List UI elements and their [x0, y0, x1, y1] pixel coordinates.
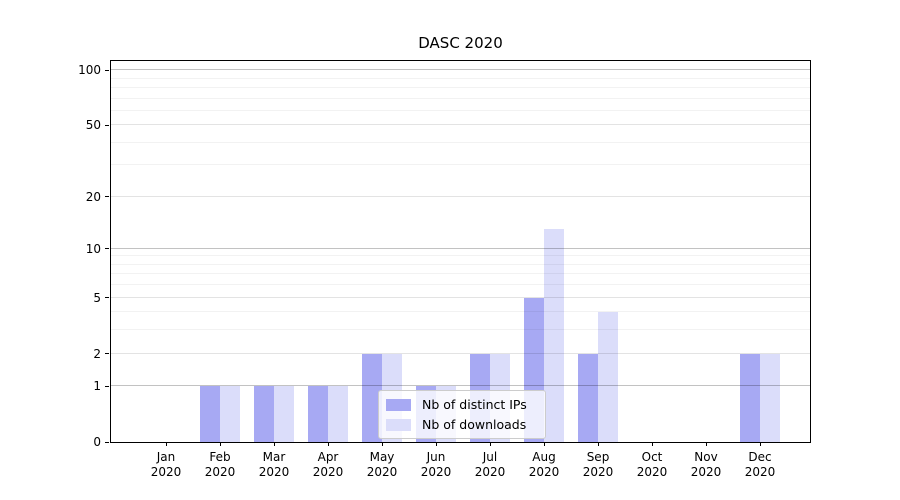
- x-tick-mark-jun: [435, 442, 437, 446]
- bar-distinct-ips-may: [362, 353, 382, 442]
- bar-distinct-ips-mar: [254, 386, 274, 442]
- gridline-90: [111, 77, 810, 79]
- bar-downloads-dec: [760, 353, 780, 442]
- gridline-80: [111, 86, 810, 88]
- gridline-70: [111, 97, 810, 99]
- gridline-5: [111, 296, 810, 298]
- x-tick-label-aug: Aug 2020: [528, 450, 560, 479]
- gridline-50: [111, 124, 810, 126]
- x-tick-label-mar: Mar 2020: [258, 450, 290, 479]
- gridline-30: [111, 164, 810, 166]
- x-tick-mark-sep: [597, 442, 599, 446]
- x-tick-mark-jan: [165, 442, 167, 446]
- y-tick-mark-0: [105, 441, 109, 443]
- y-tick-label-10: 10: [85, 241, 101, 256]
- gridline-4: [111, 311, 810, 313]
- x-tick-label-jan: Jan 2020: [150, 450, 182, 479]
- x-tick-label-sep: Sep 2020: [582, 450, 614, 479]
- x-tick-label-jun: Jun 2020: [420, 450, 452, 479]
- y-tick-mark-5: [105, 297, 109, 299]
- gridline-7: [111, 273, 810, 275]
- gridline-100: [111, 69, 810, 70]
- y-tick-label-2: 2: [93, 346, 101, 361]
- bar-downloads-aug: [544, 229, 564, 442]
- legend-swatch-downloads-icon: [386, 418, 411, 431]
- y-tick-label-50: 50: [85, 118, 101, 133]
- y-tick-label-20: 20: [85, 189, 101, 204]
- y-tick-label-0: 0: [93, 435, 101, 449]
- x-tick-label-oct: Oct 2020: [636, 450, 668, 479]
- y-tick-label-100: 100: [78, 63, 101, 77]
- y-tick-mark-50: [105, 124, 109, 126]
- gridline-40: [111, 141, 810, 143]
- x-tick-label-dec: Dec 2020: [744, 450, 776, 479]
- y-tick-mark-1: [105, 385, 109, 387]
- gridline-2: [111, 352, 810, 354]
- x-tick-label-feb: Feb 2020: [204, 450, 236, 479]
- x-tick-label-apr: Apr 2020: [312, 450, 344, 479]
- x-tick-mark-apr: [327, 442, 329, 446]
- x-tick-mark-oct: [651, 442, 653, 446]
- plot-area: [110, 60, 811, 443]
- x-tick-label-may: May 2020: [366, 450, 398, 479]
- y-tick-mark-100: [105, 69, 109, 71]
- gridline-20: [111, 195, 810, 197]
- bar-distinct-ips-sep: [578, 353, 598, 442]
- gridline-6: [111, 284, 810, 286]
- gridline-60: [111, 109, 810, 111]
- x-tick-mark-dec: [759, 442, 761, 446]
- chart-title: DASC 2020: [418, 34, 503, 52]
- legend-label-downloads: Nb of downloads: [422, 417, 527, 432]
- x-tick-mark-may: [381, 442, 383, 446]
- y-tick-mark-10: [105, 248, 109, 250]
- x-tick-mark-nov: [705, 442, 707, 446]
- y-tick-mark-2: [105, 353, 109, 355]
- bar-downloads-mar: [274, 386, 294, 442]
- legend-item-distinct-ips: Nb of distinct IPs: [386, 396, 537, 413]
- x-tick-mark-jul: [489, 442, 491, 446]
- x-tick-mark-aug: [543, 442, 545, 446]
- x-tick-label-nov: Nov 2020: [690, 450, 722, 479]
- legend-item-downloads: Nb of downloads: [386, 416, 537, 433]
- gridline-1: [111, 385, 810, 387]
- legend-swatch-distinct-ips-icon: [386, 398, 411, 411]
- bar-distinct-ips-feb: [200, 386, 220, 442]
- x-tick-label-jul: Jul 2020: [474, 450, 506, 479]
- bar-distinct-ips-dec: [740, 353, 760, 442]
- gridline-3: [111, 329, 810, 331]
- gridline-8: [111, 263, 810, 265]
- legend: Nb of distinct IPs Nb of downloads: [378, 390, 546, 439]
- bar-downloads-feb: [220, 386, 240, 442]
- x-tick-mark-feb: [219, 442, 221, 446]
- gridline-10: [111, 247, 810, 249]
- gridline-9: [111, 255, 810, 257]
- y-tick-label-5: 5: [93, 290, 101, 305]
- bar-distinct-ips-apr: [308, 386, 328, 442]
- bar-downloads-sep: [598, 312, 618, 442]
- y-tick-mark-20: [105, 196, 109, 198]
- legend-label-distinct-ips: Nb of distinct IPs: [422, 397, 527, 412]
- x-tick-mark-mar: [273, 442, 275, 446]
- y-tick-label-1: 1: [93, 379, 101, 394]
- bar-downloads-apr: [328, 386, 348, 442]
